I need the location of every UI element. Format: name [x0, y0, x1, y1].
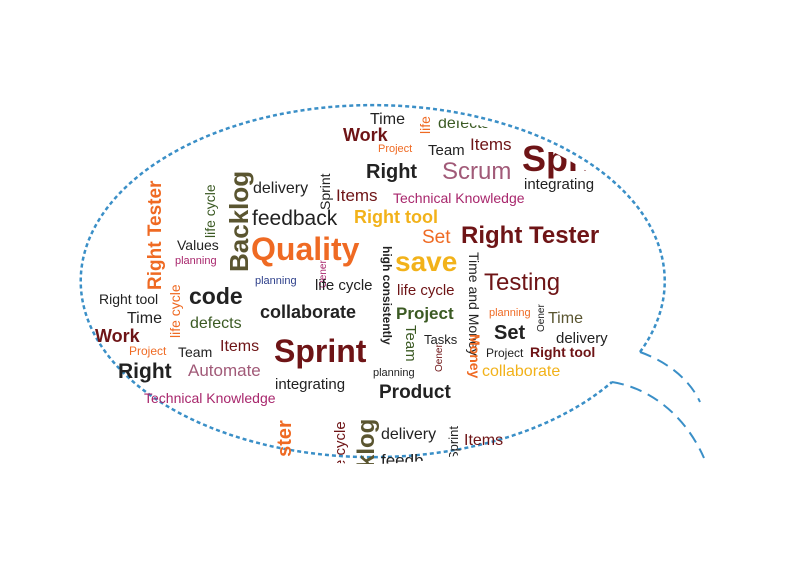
cloud-word: Right tool — [530, 344, 596, 360]
cloud-word: delivery — [253, 180, 309, 197]
cloud-word: Work — [95, 326, 140, 346]
cloud-word: Set — [422, 227, 451, 248]
cloud-word: feedb — [381, 451, 424, 470]
cloud-word: defects — [190, 315, 242, 332]
cloud-word: delivery — [381, 426, 437, 443]
cloud-word: Right tool — [99, 291, 159, 307]
cloud-word: Items — [464, 432, 504, 449]
cloud-word: Team — [178, 344, 213, 360]
cloud-word: Items — [470, 135, 512, 154]
cloud-word: save — [395, 246, 458, 277]
cloud-word: Project — [396, 304, 454, 323]
cloud-word: code — [189, 283, 243, 309]
cloud-word: Product — [379, 382, 451, 403]
cloud-word: Team — [428, 142, 465, 159]
cloud-word: e cycle — [332, 421, 349, 468]
cloud-word: Values — [177, 237, 219, 253]
bubble-border — [79, 103, 666, 459]
cloud-word: Set — [494, 322, 526, 344]
cloud-word: Time — [548, 310, 583, 327]
cloud-word: life cycle — [397, 282, 455, 299]
cloud-word: Project — [378, 143, 413, 155]
cloud-word: integrating — [524, 176, 595, 193]
bubble-tail-upper — [639, 351, 701, 403]
cloud-word: Technical Knowledge — [144, 390, 276, 406]
cloud-word: life — [417, 116, 433, 134]
cloud-word: Testing — [484, 269, 561, 296]
cloud-word: collaborate — [482, 363, 561, 380]
cloud-word: Sprint — [274, 333, 367, 369]
cloud-word: life cycle — [167, 284, 183, 338]
cloud-word: planning — [489, 307, 531, 319]
cloud-word: Project — [129, 344, 167, 358]
cloud-word: Items — [220, 338, 260, 355]
cloud-word: life cycle — [315, 277, 373, 294]
cloud-word: Tasks — [424, 332, 458, 347]
cloud-word: Right — [366, 161, 418, 183]
cloud-word: Time — [370, 111, 405, 128]
cloud-word: integrating — [275, 376, 346, 393]
cloud-word: Money — [467, 334, 483, 379]
bubble-tail — [611, 381, 705, 459]
cloud-word: klog — [353, 418, 380, 468]
cloud-word: Time — [127, 310, 162, 327]
cloud-word: Project — [486, 346, 524, 360]
cloud-word: Quality — [251, 231, 360, 267]
cloud-word: planning — [255, 275, 297, 287]
cloud-word: Sprint — [317, 173, 333, 210]
cloud-word: planning — [373, 367, 415, 379]
cloud-word: Scrum — [442, 158, 512, 185]
cloud-word: Sprint — [446, 426, 461, 460]
cloud-word: Right Tester — [461, 222, 600, 249]
cloud-word: planning — [175, 255, 217, 267]
cloud-word: Backlog — [224, 170, 254, 272]
cloud-word: collaborate — [260, 302, 357, 322]
cloud-word: life cycle — [202, 184, 218, 238]
cloud-word: delivery — [556, 330, 608, 347]
cloud-word: Oener — [536, 304, 547, 332]
cloud-word: Team — [402, 325, 419, 362]
cloud-word: Items — [336, 186, 378, 205]
cloud-word: Automate — [188, 361, 261, 380]
cloud-word: Right Tester — [145, 180, 166, 290]
cloud-word: high consistently — [380, 246, 394, 345]
cloud-word: feedback — [252, 207, 338, 230]
cloud-word: Right — [118, 360, 172, 383]
cloud-word: Oener — [434, 344, 445, 372]
cloud-word: Right tool — [354, 207, 438, 227]
cloud-word: Technical Knowledge — [393, 190, 525, 206]
cloud-word: Work — [343, 125, 388, 145]
